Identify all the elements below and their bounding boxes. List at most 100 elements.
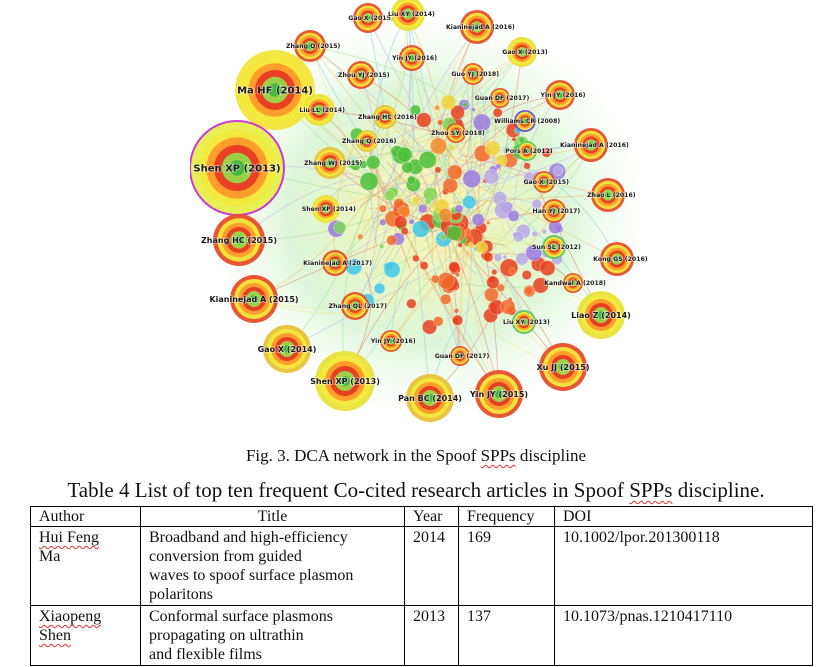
network-cluster-node xyxy=(473,113,491,132)
network-cluster-node xyxy=(379,204,387,213)
network-node-ring xyxy=(471,72,475,76)
network-cluster-node xyxy=(523,162,531,170)
network-cluster-node xyxy=(539,260,556,276)
cell-author: Hui Feng Ma xyxy=(30,526,141,606)
network-cluster-node xyxy=(455,272,460,278)
network-cluster-node xyxy=(430,137,447,155)
network-cluster-node xyxy=(431,274,440,284)
network-cluster-node xyxy=(406,298,417,309)
cell-title: Conformal surface plasmons propagating on… xyxy=(140,605,405,666)
table-row: Xiaopeng Shen Conformal surface plasmons p… xyxy=(30,605,813,666)
header-frequency: Frequency xyxy=(458,506,555,527)
network-node-label: Ma HF (2014) xyxy=(237,86,313,97)
network-cluster-node xyxy=(412,196,421,205)
network-node: Yin JY (2016) xyxy=(390,45,438,71)
network-node-ring xyxy=(474,24,480,30)
network-node: Zhang WJ (2015) xyxy=(303,147,363,179)
network-cluster-node xyxy=(412,254,420,262)
network-core-cluster xyxy=(327,94,566,335)
figure-caption-suffix: discipline xyxy=(515,446,587,465)
network-node-label: Shen XP (2013) xyxy=(193,164,280,175)
network-node-label: Zhou SY (2018) xyxy=(431,130,485,137)
network-node-ring xyxy=(283,345,291,353)
network-node-label: Guo YJ (2018) xyxy=(451,71,499,78)
network-node-label: Guan DF (2017) xyxy=(475,95,530,102)
network-edge xyxy=(333,132,362,264)
network-cluster-node xyxy=(492,107,503,118)
network-node: Shen XP (2014) xyxy=(301,195,357,223)
cell-year: 2014 xyxy=(404,526,459,606)
network-node: Kianinejad A (2015) xyxy=(209,275,299,323)
network-cluster-node xyxy=(440,293,452,305)
network-node: Yin JY (2015) xyxy=(468,370,529,418)
network-node: Zhang Q (2015) xyxy=(285,30,341,62)
network-cluster-node xyxy=(508,267,516,275)
network-node-label: Yin JY (2016) xyxy=(540,92,586,99)
table-title-prefix: Table 4 List of top ten frequent Co-cite… xyxy=(67,478,630,502)
figure-caption-spps: SPPs xyxy=(480,446,516,465)
network-node-ring xyxy=(365,139,369,143)
network-node: Williams CR (2008) xyxy=(493,110,561,132)
network-cluster-node xyxy=(471,213,485,226)
network-node: Liu LL (2014) xyxy=(299,94,346,126)
network-cluster-node xyxy=(491,269,498,276)
network-cluster-node xyxy=(449,144,455,151)
network-node-label: Kandwal A (2018) xyxy=(544,280,606,287)
network-node-label: Kong GS (2016) xyxy=(593,256,648,263)
cell-doi: 10.1073/pnas.1210417110 xyxy=(554,605,813,666)
network-cluster-node xyxy=(521,270,532,280)
network-cluster-node xyxy=(446,225,463,241)
network-cluster-node xyxy=(525,244,543,262)
network-node-label: Yin JY (2015) xyxy=(469,390,528,399)
network-node-label: Zhang QL (2017) xyxy=(329,303,387,310)
network-node-label: Shen XP (2014) xyxy=(302,206,356,213)
network-node-ring xyxy=(409,55,415,61)
network-node-ring xyxy=(426,394,434,402)
cell-author: Xiaopeng Shen xyxy=(30,605,141,666)
network-cluster-node xyxy=(400,227,409,235)
network-cluster-node xyxy=(366,155,381,170)
network-cluster-node xyxy=(409,104,421,116)
network-cluster-node xyxy=(374,282,386,295)
network-cluster-node xyxy=(438,208,453,222)
network-cluster-node xyxy=(471,107,476,112)
network-cluster-node xyxy=(511,137,517,142)
network-node: Shen XP (2013) xyxy=(190,120,285,216)
table-row: Hui Feng Ma Broadband and high-efficiency… xyxy=(30,526,813,606)
dca-network-figure: Ma HF (2014)Shen XP (2013)Gao X (2015)Li… xyxy=(190,0,660,430)
network-node-label: Zhou YJ (2015) xyxy=(338,72,390,79)
network-node: Liu XY (2014) xyxy=(387,0,436,31)
network-node: Zhang HC (2015) xyxy=(200,214,278,266)
network-node-ring xyxy=(323,206,329,212)
cell-year: 2013 xyxy=(404,605,459,666)
network-node: Zhang QL (2017) xyxy=(328,292,388,320)
network-node-ring xyxy=(268,83,282,97)
network-node-ring xyxy=(498,96,502,100)
network-cluster-node xyxy=(448,261,460,273)
header-author: Author xyxy=(30,506,141,527)
network-cluster-node xyxy=(553,165,564,176)
network-node-label: Shen XP (2013) xyxy=(310,377,380,386)
network-cluster-node xyxy=(450,105,465,120)
network-node-label: Liu LL (2014) xyxy=(299,107,345,114)
network-node-ring xyxy=(358,72,364,78)
header-doi: DOI xyxy=(554,506,813,527)
network-node: Han YJ (2017) xyxy=(532,199,581,223)
network-cluster-node xyxy=(486,275,500,289)
network-cluster-node xyxy=(439,233,447,241)
network-cluster-node xyxy=(418,151,437,169)
network-node-label: Gao X (2015) xyxy=(348,15,394,22)
network-node-ring xyxy=(542,180,546,184)
network-cluster-node xyxy=(401,161,414,174)
network-node: Yin JY (2016) xyxy=(369,330,417,352)
network-cluster-node xyxy=(424,198,432,205)
network-edge xyxy=(459,138,476,357)
network-cluster-node xyxy=(484,140,501,157)
network-cluster-node xyxy=(412,220,430,238)
network-node-label: Liu XY (2013) xyxy=(503,319,550,326)
network-node-ring xyxy=(557,92,563,98)
network-node-label: Gao X (2015) xyxy=(523,179,569,186)
network-node-ring xyxy=(352,303,358,309)
network-cluster-node xyxy=(434,166,442,174)
network-node-label: Zhang HC (2015) xyxy=(201,236,277,245)
